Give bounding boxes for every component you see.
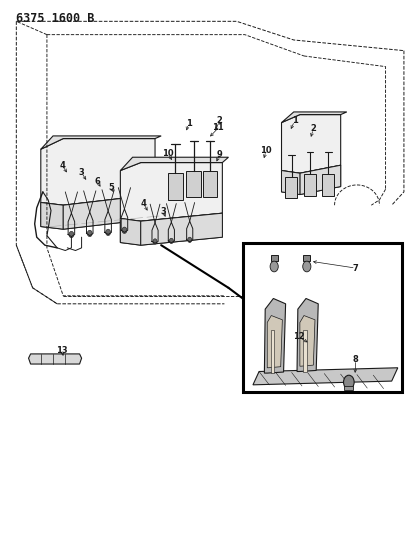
Text: 8: 8 — [353, 356, 359, 364]
Circle shape — [69, 231, 74, 238]
Text: 3: 3 — [79, 168, 84, 177]
Text: 3: 3 — [160, 207, 166, 215]
Polygon shape — [120, 213, 222, 245]
Bar — [203, 171, 217, 197]
Polygon shape — [282, 112, 347, 123]
Text: 4: 4 — [141, 199, 146, 208]
Polygon shape — [41, 203, 63, 229]
Polygon shape — [300, 316, 315, 366]
Circle shape — [303, 261, 311, 272]
Polygon shape — [297, 298, 318, 372]
Circle shape — [153, 239, 157, 244]
Bar — [344, 386, 353, 390]
Circle shape — [270, 261, 278, 272]
Polygon shape — [141, 213, 222, 245]
Text: 6: 6 — [94, 177, 100, 185]
Text: 13: 13 — [56, 346, 68, 355]
Polygon shape — [41, 139, 155, 205]
Bar — [304, 174, 316, 196]
Text: 12: 12 — [293, 333, 304, 341]
Bar — [322, 174, 334, 196]
Polygon shape — [303, 330, 307, 372]
Polygon shape — [41, 136, 161, 149]
Polygon shape — [41, 195, 155, 229]
Polygon shape — [282, 165, 341, 195]
Bar — [303, 255, 310, 261]
Polygon shape — [120, 219, 141, 245]
Polygon shape — [29, 354, 82, 364]
Circle shape — [188, 237, 192, 243]
Polygon shape — [120, 163, 222, 221]
Circle shape — [344, 375, 354, 389]
Text: 1: 1 — [186, 119, 191, 128]
Polygon shape — [282, 115, 341, 173]
Text: 9: 9 — [217, 150, 222, 159]
Text: 10: 10 — [260, 147, 272, 155]
Polygon shape — [300, 165, 341, 195]
Text: 6375 1600 B: 6375 1600 B — [16, 12, 95, 25]
Circle shape — [122, 227, 127, 233]
Text: 11: 11 — [213, 124, 224, 132]
Bar — [243, 243, 402, 392]
Polygon shape — [264, 298, 286, 373]
Text: 5: 5 — [108, 183, 114, 192]
Bar — [271, 255, 278, 261]
Text: 4: 4 — [59, 161, 65, 169]
Circle shape — [87, 230, 92, 237]
Text: 2: 2 — [310, 125, 316, 133]
Polygon shape — [63, 195, 155, 229]
Polygon shape — [120, 157, 228, 171]
Circle shape — [106, 229, 111, 236]
Circle shape — [169, 238, 173, 244]
Text: 7: 7 — [353, 264, 359, 272]
Text: 10: 10 — [162, 149, 174, 158]
Polygon shape — [267, 316, 282, 368]
Bar — [186, 171, 201, 197]
Bar — [285, 177, 297, 198]
Bar — [168, 173, 183, 200]
Polygon shape — [271, 330, 274, 373]
Text: 2: 2 — [217, 117, 222, 125]
Polygon shape — [282, 171, 300, 195]
Polygon shape — [253, 368, 398, 385]
Text: 1: 1 — [292, 117, 297, 125]
